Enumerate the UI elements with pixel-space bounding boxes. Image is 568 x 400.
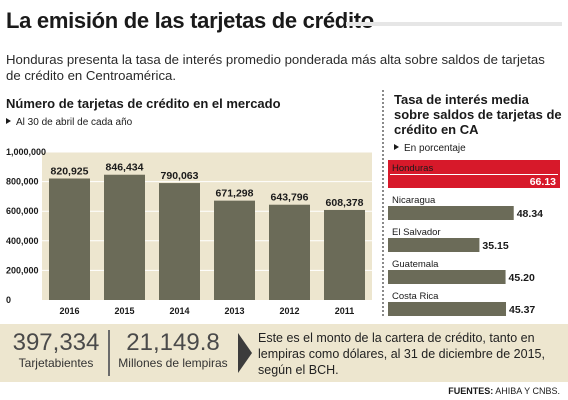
hbar-value-label: 45.37 [509, 304, 535, 316]
bar-2013 [214, 200, 255, 300]
stat-cardholders: 397,334 Tarjetabientes [8, 329, 104, 371]
hbar-category-label: Costa Rica [392, 291, 439, 302]
title-rule [346, 22, 562, 26]
source-line: FUENTES: AHIBA Y CNBS. [448, 386, 560, 396]
triangle-bullet-icon [394, 144, 399, 150]
stat-portfolio: 21,149.8 Millones de lempiras [114, 329, 232, 371]
bar-chart-title: Número de tarjetas de crédito en el merc… [6, 96, 281, 111]
bar-chart-gridlines [42, 151, 372, 271]
bar-2011 [324, 209, 365, 300]
source-label: FUENTES: [448, 386, 494, 396]
hbar-chart-bars: Honduras 66.13 Nicaragua 48.34 El Salvador 35… [388, 160, 560, 316]
bar-El Salvador [388, 238, 480, 252]
stat-cardholders-label: Tarjetabientes [18, 356, 94, 370]
hbar-category-label: Honduras [392, 163, 433, 174]
bar-value-label: 643,796 [271, 192, 309, 204]
x-tick-label: 2016 [59, 306, 79, 316]
bar-2014 [159, 183, 200, 300]
bar-chart-x-ticks: 2016 2015 2014 2013 2012 2011 [59, 306, 354, 316]
bar-value-label: 790,063 [161, 170, 199, 182]
stat-portfolio-value: 21,149.8 [126, 329, 220, 356]
bar-value-label: 671,298 [216, 188, 254, 200]
bar-value-label: 846,434 [106, 162, 144, 174]
y-tick-label: 800,000 [6, 177, 39, 187]
bar-chart-bars: 820,925 846,434 790,063 671,298 643,796 608,3… [49, 162, 365, 300]
y-tick-label: 0 [6, 295, 11, 305]
bar-2012 [269, 204, 310, 300]
hbar-chart-subtitle: En porcentaje [394, 143, 466, 154]
highlight-rule [390, 174, 558, 175]
x-tick-label: 2011 [335, 306, 355, 316]
hbar-value-label: 45.20 [509, 272, 535, 284]
intro-text: Honduras presenta la tasa de interés pro… [6, 52, 545, 83]
hbar-value-label: 35.15 [482, 240, 508, 252]
hbar-category-label: Guatemala [392, 259, 439, 270]
bar-Nicaragua [388, 206, 514, 220]
summary-panel [0, 324, 568, 382]
y-tick-label: 1,000,000 [6, 147, 46, 157]
hbar-category-label: El Salvador [392, 227, 441, 238]
bar-value-label: 820,925 [51, 166, 89, 178]
page-title: La emisión de las tarjetas de crédito [6, 8, 374, 33]
x-tick-label: 2013 [224, 306, 244, 316]
hbar-chart-subtitle-text: En porcentaje [404, 143, 466, 154]
hbar-chart-title: Tasa de interés media sobre saldos de ta… [394, 92, 562, 137]
x-tick-label: 2012 [279, 306, 299, 316]
bar-chart-y-ticks: 0 200,000 400,000 600,000 800,000 1,000,000 [6, 147, 46, 305]
triangle-bullet-icon [6, 118, 11, 124]
x-tick-label: 2014 [169, 306, 189, 316]
bar-chart-subtitle: Al 30 de abril de cada año [6, 117, 132, 128]
bar-chart-plot-area [42, 152, 372, 300]
hbar-category-label: Nicaragua [392, 195, 436, 206]
summary-note: Este es el monto de la cartera de crédit… [258, 331, 545, 377]
stat-cardholders-value: 397,334 [12, 329, 100, 356]
y-tick-label: 400,000 [6, 236, 39, 246]
x-tick-label: 2015 [114, 306, 134, 316]
arrow-right-icon [238, 333, 252, 373]
bar-Costa Rica [388, 302, 507, 316]
bar-chart-subtitle-text: Al 30 de abril de cada año [16, 117, 133, 128]
bar-Guatemala [388, 270, 506, 284]
panel-divider [382, 90, 384, 316]
bar-2016 [49, 178, 90, 300]
y-tick-label: 200,000 [6, 265, 39, 275]
bar-value-label: 608,378 [326, 197, 364, 209]
stat-separator [108, 330, 110, 376]
source-text: AHIBA Y CNBS. [495, 386, 560, 396]
bar-2015 [104, 174, 145, 300]
y-tick-label: 600,000 [6, 206, 39, 216]
hbar-value-label: 66.13 [530, 176, 556, 188]
hbar-value-label: 48.34 [517, 208, 543, 220]
stat-portfolio-label: Millones de lempiras [118, 356, 228, 370]
